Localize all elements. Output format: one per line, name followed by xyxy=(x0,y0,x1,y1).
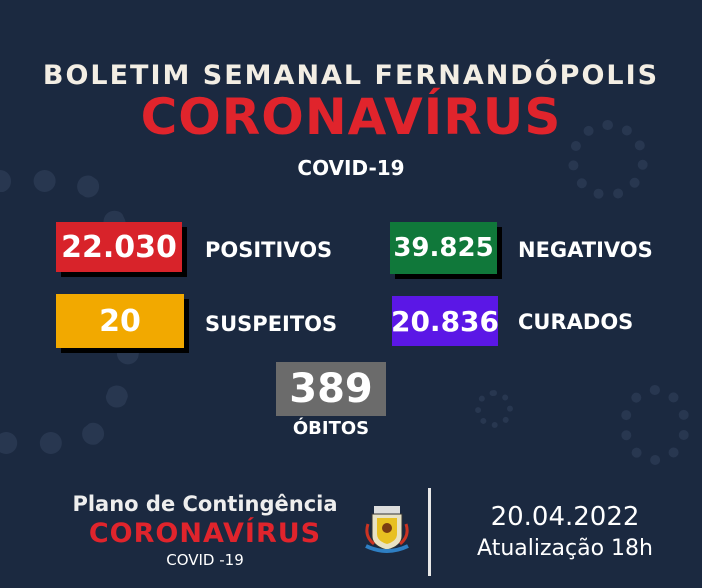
negativos-value: 39.825 xyxy=(390,222,497,274)
positivos-value: 22.030 xyxy=(56,222,182,272)
obitos-label: ÓBITOS xyxy=(292,418,370,439)
page-title: CORONAVÍRUS xyxy=(140,88,562,146)
obitos-value: 389 xyxy=(276,362,386,416)
footer-title: CORONAVÍRUS xyxy=(88,518,322,549)
suspeitos-label: SUSPEITOS xyxy=(205,312,338,336)
suspeitos-value: 20 xyxy=(56,294,184,348)
footer-covid-tag: COVID -19 xyxy=(166,551,244,569)
virus-decoration xyxy=(475,390,513,428)
bulletin-date: 20.04.2022 xyxy=(490,502,640,532)
plan-title: Plano de Contingência xyxy=(72,492,338,516)
virus-decoration xyxy=(620,385,690,465)
city-crest-icon xyxy=(364,504,410,554)
bulletin-subtitle: BOLETIM SEMANAL FERNANDÓPOLIS xyxy=(42,60,660,91)
negativos-label: NEGATIVOS xyxy=(518,238,653,262)
covid-tag: COVID-19 xyxy=(297,156,405,180)
curados-label: CURADOS xyxy=(518,310,634,334)
footer-divider xyxy=(428,488,431,576)
update-time: Atualização 18h xyxy=(477,536,653,561)
curados-value: 20.836 xyxy=(391,296,499,346)
positivos-label: POSITIVOS xyxy=(205,238,333,262)
virus-decoration xyxy=(568,120,648,200)
